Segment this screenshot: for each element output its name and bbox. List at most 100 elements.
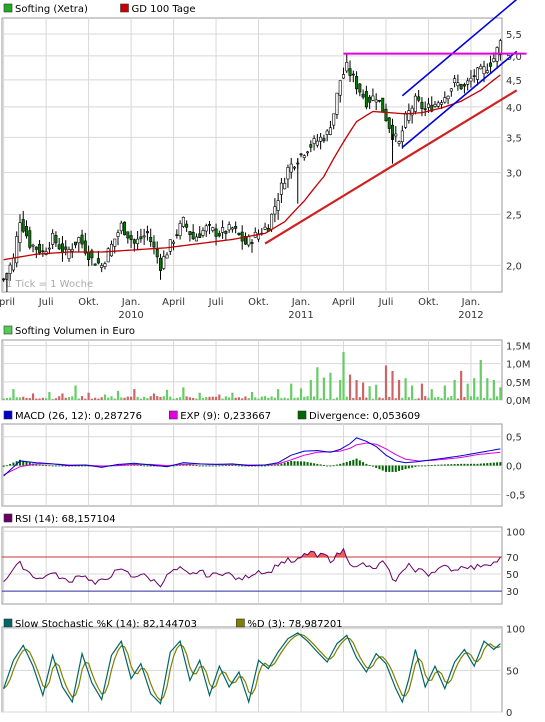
price-bar (234, 221, 238, 234)
volume-bar (94, 397, 97, 400)
price-bar-body (224, 231, 228, 234)
volume-bar (18, 397, 22, 400)
divergence-bar (349, 460, 352, 466)
divergence-bar (440, 464, 443, 466)
price-bar-body (489, 62, 493, 67)
price-bar-body (217, 233, 221, 237)
price-bar-body (384, 108, 388, 122)
volume-bar (169, 396, 172, 400)
price-bar-body (21, 219, 25, 232)
volume-bar (67, 396, 71, 400)
y-tick-label: 100 (506, 625, 525, 636)
divergence-bar (466, 463, 469, 466)
volume-bar (469, 396, 473, 400)
volume-bar (2, 398, 5, 400)
price-bar (208, 220, 212, 235)
volume-bar (208, 396, 211, 400)
volume-bar (460, 370, 463, 400)
price-bar-body (90, 250, 94, 259)
y-tick-label: 5,5 (506, 30, 522, 41)
price-bar (312, 135, 316, 151)
price-bar-body (178, 223, 182, 236)
price-bar-body (279, 182, 283, 195)
price-bar-body (201, 230, 205, 236)
y-tick-label: 2,0 (506, 261, 522, 272)
price-bar (315, 134, 319, 148)
volume-bar (329, 372, 332, 400)
price-bar (191, 224, 195, 240)
volume-bar (126, 396, 129, 400)
volume-bar (378, 397, 381, 400)
volume-bar (257, 398, 260, 400)
x-tick-label: Juli (378, 297, 394, 308)
volume-bar (414, 398, 417, 400)
volume-bar (466, 383, 469, 400)
volume-bar (241, 398, 244, 400)
divergence-bar (476, 463, 479, 466)
price-bar-body (306, 151, 310, 154)
price-bar-body (113, 238, 117, 247)
volume-bar (456, 398, 459, 400)
price-bar-body (348, 68, 352, 76)
volume-bar (375, 384, 378, 400)
price-bar (462, 82, 466, 94)
divergence-bar (143, 465, 146, 467)
divergence-bar (25, 461, 28, 466)
price-bar-body (410, 107, 414, 116)
price-bar-body (404, 113, 408, 128)
volume-bar (254, 397, 257, 400)
price-bar-body (149, 237, 153, 242)
price-bar-body (80, 234, 84, 245)
x-tick-label: Jan. (461, 297, 481, 308)
volume-bar (136, 396, 139, 400)
price-bar (466, 77, 470, 91)
volume-bar (499, 387, 502, 400)
volume-bar (267, 397, 270, 400)
price-bar (400, 125, 404, 149)
divergence-bar (358, 460, 361, 466)
divergence-bar (172, 465, 175, 467)
volume-bar (159, 396, 162, 400)
price-bar (165, 252, 169, 259)
price-bar (453, 74, 457, 88)
price-bar-body (475, 67, 479, 80)
volume-bar (440, 398, 443, 400)
price-bar-body (185, 223, 189, 228)
x-tick-label: Jan. (291, 297, 311, 308)
volume-bar (433, 397, 437, 400)
volume-bar (182, 387, 185, 400)
stochastic-panel (1, 626, 503, 713)
price-bar-body (60, 243, 64, 254)
price-bar (181, 216, 185, 229)
price-bar (328, 120, 332, 136)
price-bar-body (289, 163, 293, 173)
volume-bar (61, 393, 64, 400)
price-bar (485, 63, 489, 74)
divergence-bar (224, 465, 227, 467)
volume-bar (316, 367, 319, 400)
divergence-bar (460, 463, 463, 466)
price-bar-body (18, 222, 22, 243)
divergence-bar (18, 459, 21, 466)
divergence-bar (329, 465, 332, 467)
legend-swatch (297, 410, 307, 420)
volume-bar (492, 380, 495, 400)
price-bar-body (152, 241, 156, 248)
price-bar-body (123, 221, 127, 236)
volume-bar (365, 397, 368, 400)
price-bar (475, 66, 479, 86)
price-bar (289, 157, 293, 179)
price-bar (80, 229, 84, 249)
volume-bar (397, 380, 401, 400)
price-bar-body (11, 257, 15, 271)
price-bar-body (211, 227, 215, 231)
price-bar-body (299, 153, 303, 156)
price-bar-body (100, 265, 104, 268)
price-bar (302, 154, 306, 161)
price-bar (67, 246, 71, 262)
divergence-bar (2, 465, 5, 467)
price-bar-body (413, 95, 417, 112)
divergence-bar (54, 465, 57, 467)
price-bar-body (459, 84, 463, 90)
volume-bar (51, 398, 54, 400)
